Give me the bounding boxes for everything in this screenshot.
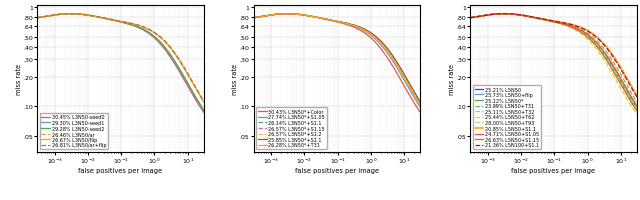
Legend: 25.21% L5N50, 25.73% L5N50+flip, 25.12% L5N50*, 23.99% L5N50+T31, 25.11% L5N50+T: 25.21% L5N50, 25.73% L5N50+flip, 25.12% … <box>473 85 541 150</box>
Y-axis label: miss rate: miss rate <box>16 64 22 94</box>
Legend: 30.45% L3N50-seed0, 29.30% L3N50-seed1, 29.28% L3N50-seed2, 26.46% L3N50/ar, 26.: 30.45% L3N50-seed0, 29.30% L3N50-seed1, … <box>40 113 108 150</box>
Y-axis label: miss rate: miss rate <box>449 64 455 94</box>
X-axis label: false positives per image: false positives per image <box>295 167 379 173</box>
X-axis label: false positives per image: false positives per image <box>78 167 163 173</box>
X-axis label: false positives per image: false positives per image <box>511 167 596 173</box>
Y-axis label: miss rate: miss rate <box>232 64 238 94</box>
Legend: 30.43% L3N50*+Color, 27.74% L3N50*+S1.05, 26.14% L3N50*+S1.1, 26.57% L3N50*+S1.1: 30.43% L3N50*+Color, 27.74% L3N50*+S1.05… <box>256 107 327 150</box>
